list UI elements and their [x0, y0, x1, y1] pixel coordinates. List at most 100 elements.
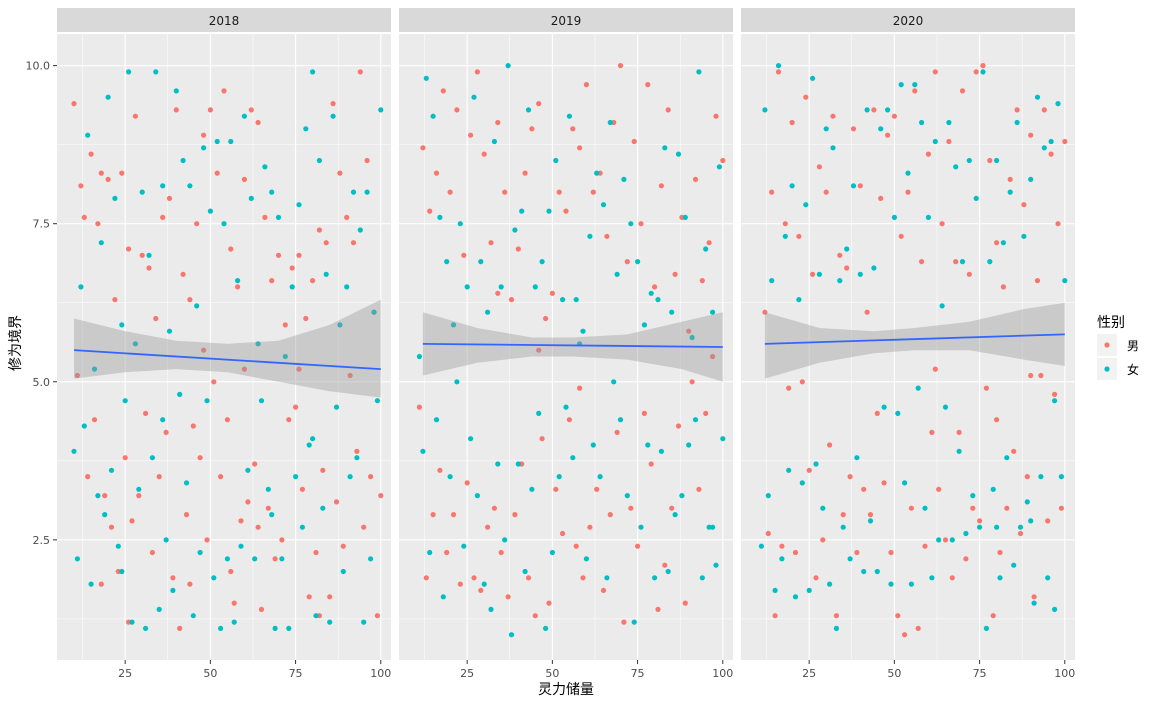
- data-point: [847, 474, 853, 480]
- data-point: [604, 233, 610, 239]
- data-point: [675, 151, 682, 157]
- data-point: [977, 524, 983, 530]
- data-point: [187, 183, 193, 189]
- data-point: [269, 189, 275, 195]
- x-tick-label: 25: [802, 667, 816, 680]
- data-point: [614, 271, 620, 277]
- data-point: [532, 284, 538, 290]
- axes-layer: 2.5 5.0 7.5 10.0 25 50 75 100 25 50 75 100 25 50 75 100: [26, 60, 1076, 680]
- data-point: [638, 221, 644, 227]
- data-point: [327, 619, 333, 625]
- data-point: [252, 461, 258, 467]
- data-point: [881, 404, 887, 410]
- legend: 性别 男 女: [1097, 315, 1139, 380]
- series-male: [416, 63, 726, 625]
- data-point: [201, 347, 207, 353]
- data-point: [241, 113, 247, 119]
- data-point: [183, 480, 190, 486]
- data-point: [1007, 176, 1013, 182]
- data-point: [765, 530, 771, 537]
- data-point: [468, 436, 474, 442]
- data-point: [908, 581, 915, 587]
- data-point: [347, 474, 353, 480]
- data-point: [132, 341, 138, 347]
- data-point: [929, 429, 935, 435]
- data-point: [224, 417, 230, 423]
- data-point: [306, 442, 312, 448]
- data-point: [987, 259, 993, 265]
- data-point: [201, 145, 207, 151]
- data-point: [112, 195, 118, 201]
- data-point: [71, 448, 77, 454]
- data-point: [457, 581, 463, 587]
- legend-label-male: 男: [1127, 339, 1139, 353]
- data-point: [594, 486, 600, 492]
- data-point: [378, 493, 384, 499]
- data-point: [420, 448, 426, 454]
- data-point: [149, 455, 155, 461]
- data-point: [275, 252, 282, 258]
- data-point: [580, 328, 586, 334]
- data-point: [638, 524, 644, 530]
- data-point: [166, 328, 173, 334]
- data-point: [652, 284, 658, 290]
- data-point: [679, 493, 685, 499]
- data-point: [316, 157, 322, 164]
- data-point: [963, 530, 969, 537]
- series-male: [762, 63, 1068, 638]
- data-point: [316, 227, 322, 233]
- data-point: [624, 259, 630, 265]
- data-point: [792, 549, 799, 556]
- data-point: [891, 214, 898, 220]
- data-point: [427, 549, 433, 556]
- data-point: [577, 385, 583, 391]
- data-point: [313, 613, 319, 619]
- data-point: [775, 63, 782, 69]
- x-tick-label: 50: [887, 667, 901, 680]
- panel-2018: 2018: [57, 8, 391, 660]
- data-point: [895, 613, 901, 619]
- data-point: [658, 448, 665, 454]
- data-point: [508, 297, 515, 303]
- data-point: [498, 284, 504, 290]
- data-point: [1021, 233, 1027, 239]
- data-point: [919, 119, 925, 126]
- data-point: [163, 429, 169, 435]
- x-tick-label: 50: [545, 667, 559, 680]
- data-point: [74, 556, 80, 562]
- data-point: [553, 157, 559, 164]
- data-point: [119, 170, 125, 176]
- data-point: [522, 568, 528, 575]
- data-point: [461, 252, 467, 258]
- data-point: [686, 442, 692, 448]
- data-point: [204, 537, 210, 543]
- data-point: [590, 189, 596, 195]
- data-point: [485, 524, 491, 530]
- data-point: [214, 138, 220, 145]
- data-point: [816, 271, 823, 277]
- data-point: [85, 474, 91, 480]
- data-point: [1045, 518, 1051, 524]
- legend-key-male: [1104, 342, 1110, 348]
- data-point: [115, 543, 121, 549]
- data-point: [922, 505, 928, 511]
- data-point: [710, 524, 716, 530]
- data-point: [136, 486, 142, 492]
- data-point: [844, 246, 850, 252]
- data-point: [837, 278, 843, 284]
- data-point: [953, 259, 959, 265]
- data-point: [143, 625, 149, 632]
- data-point: [529, 486, 535, 492]
- data-point: [515, 246, 521, 252]
- data-point: [105, 94, 111, 100]
- data-point: [272, 556, 278, 562]
- data-point: [915, 385, 921, 391]
- data-point: [525, 575, 532, 581]
- data-point: [966, 271, 972, 277]
- data-point: [433, 417, 440, 423]
- data-point: [645, 442, 651, 448]
- data-point: [289, 284, 295, 290]
- panel-bg: [57, 34, 391, 660]
- data-point: [129, 518, 135, 524]
- data-point: [1000, 284, 1007, 290]
